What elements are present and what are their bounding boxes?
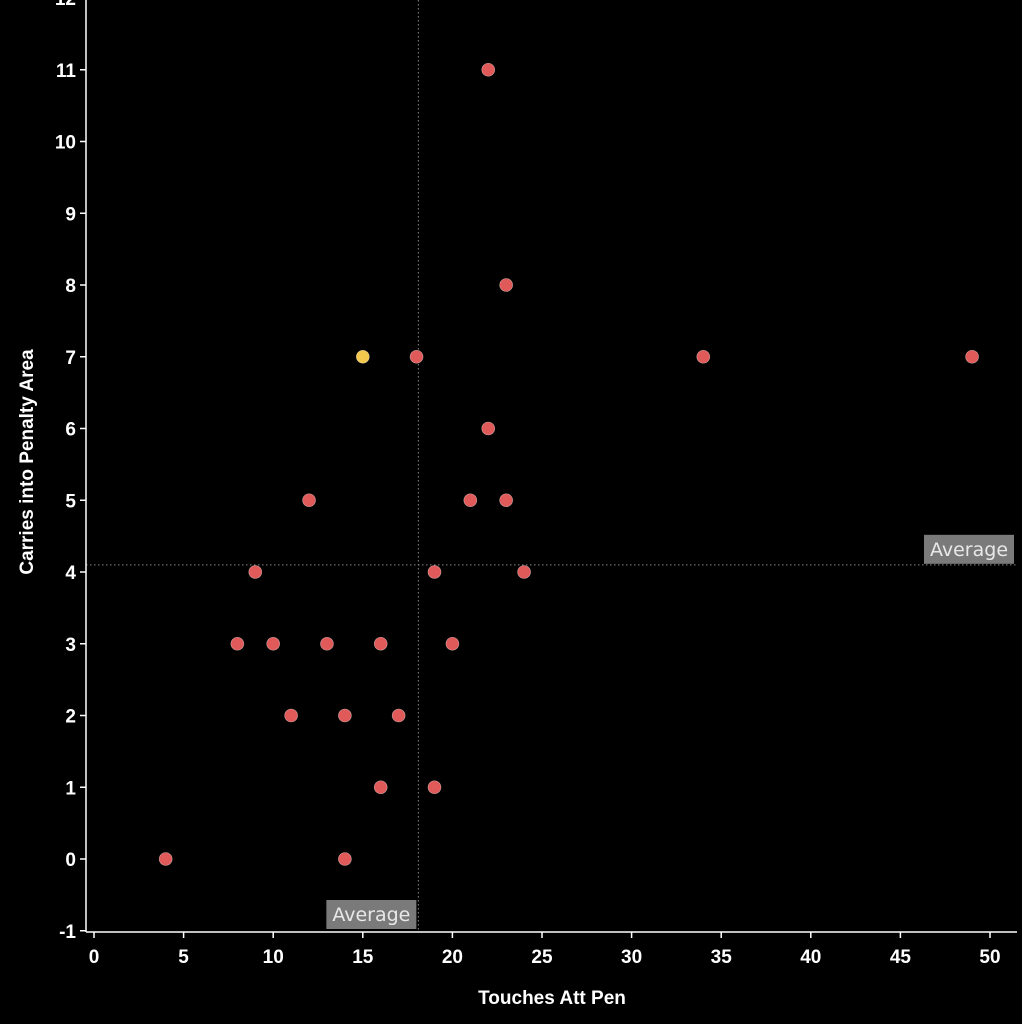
data-point [320,636,334,651]
y-tick-label: 4 [65,563,76,584]
x-tick-label: 45 [890,947,912,968]
x-tick-label: 25 [531,947,553,968]
x-average-label-box [326,900,417,929]
data-point [338,852,352,866]
data-point [373,636,388,651]
x-tick-label: 40 [800,947,821,968]
y-tick-label: 11 [56,61,77,82]
data-point [338,708,352,723]
data-point [696,349,711,364]
y-axis-title: Carries into Penalty Area [17,349,38,575]
y-tick-label: 3 [65,635,76,656]
data-point [965,349,979,364]
reference-lines [86,0,1017,932]
data-point [427,565,442,579]
data-point [481,62,496,77]
data-point [463,493,478,508]
data-point [284,708,298,723]
data-point [499,278,513,292]
y-average-label-box [924,534,1014,564]
data-points [158,62,979,866]
x-tick-label: 30 [621,947,642,968]
data-point [373,780,388,795]
y-tick-label: 9 [65,204,76,225]
data-point [248,565,263,579]
reference-labels: Average Average [326,534,1014,929]
y-tick-label: 2 [65,707,76,728]
y-tick-label: 1 [65,778,76,799]
data-point [409,349,424,364]
data-point [481,421,496,436]
data-point [302,493,316,508]
x-tick-label: 0 [89,947,100,968]
y-tick-label: 8 [65,276,76,297]
data-point [427,780,442,795]
y-average-label: Average [930,539,1008,561]
x-tick-label: 20 [442,947,463,968]
y-tick-label: 5 [65,491,76,512]
x-tick-label: 50 [979,947,1000,968]
data-point [499,493,513,508]
y-tick-label: 10 [55,133,76,154]
data-point [158,852,173,866]
y-tick-label: 6 [65,420,76,441]
y-tick-label: 12 [55,0,76,10]
x-tick-label: 10 [263,947,284,968]
x-axis-title: Touches Att Pen [478,988,626,1009]
highlighted-data-point [355,349,370,364]
y-tick-label: -1 [59,922,76,943]
data-point [266,636,281,651]
data-point [517,565,531,579]
data-point [391,708,406,723]
data-point [445,636,460,651]
x-tick-label: 5 [178,947,189,968]
y-tick-label: 0 [65,850,76,871]
data-point [230,636,245,651]
x-average-label: Average [332,904,410,926]
x-tick-label: 35 [711,947,733,968]
y-tick-label: 7 [65,348,76,369]
x-tick-label: 15 [352,947,374,968]
